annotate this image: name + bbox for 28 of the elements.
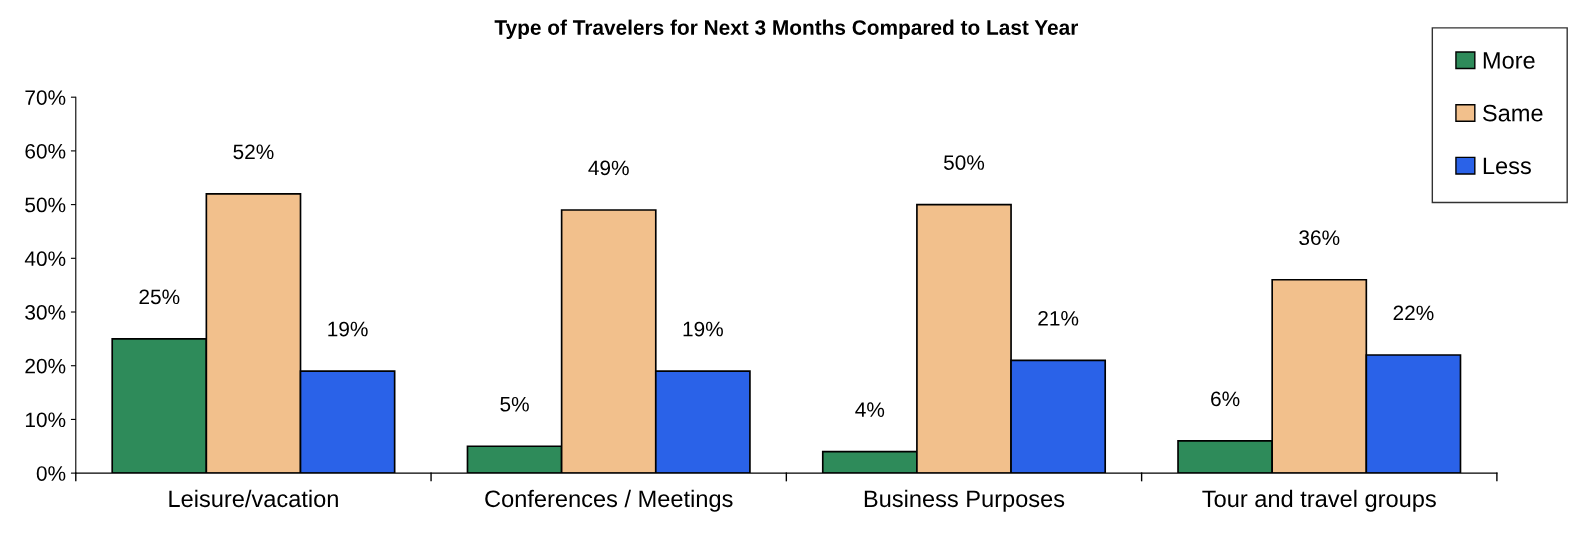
y-tick-label: 0%	[36, 466, 66, 481]
data-label: 4%	[855, 402, 885, 417]
y-tick-label: 20%	[25, 358, 66, 374]
legend-label: More	[1483, 52, 1535, 69]
x-tick-label: Business Purposes	[864, 489, 1065, 512]
y-tick-label: 60%	[25, 143, 66, 159]
data-label: 19%	[328, 321, 368, 337]
data-label: 6%	[1211, 391, 1240, 407]
y-tick-label: 70%	[25, 90, 66, 105]
y-tick-label: 30%	[25, 305, 66, 320]
data-label: 5%	[500, 396, 529, 412]
data-label: 22%	[1393, 305, 1434, 321]
legend-label: Same	[1482, 104, 1543, 122]
x-tick-label: Leisure/vacation	[169, 489, 338, 508]
data-label: 36%	[1299, 230, 1340, 246]
data-label: 52%	[233, 144, 274, 160]
data-label: 50%	[943, 155, 985, 170]
data-label: 19%	[683, 321, 723, 337]
y-tick-label: 40%	[24, 251, 66, 267]
y-tick-label: 50%	[25, 197, 66, 213]
data-label: 49%	[588, 160, 629, 176]
y-tick-label: 10%	[25, 412, 66, 428]
x-tick-label: Tour and travel groups	[1202, 489, 1436, 512]
x-tick-label: Conferences / Meetings	[485, 489, 733, 512]
chart-title: Type of Travelers for Next 3 Months Compared to Last Year	[494, 19, 1078, 40]
legend-label: Less	[1483, 157, 1531, 175]
data-label: 25%	[139, 289, 180, 305]
data-label: 21%	[1038, 310, 1079, 326]
